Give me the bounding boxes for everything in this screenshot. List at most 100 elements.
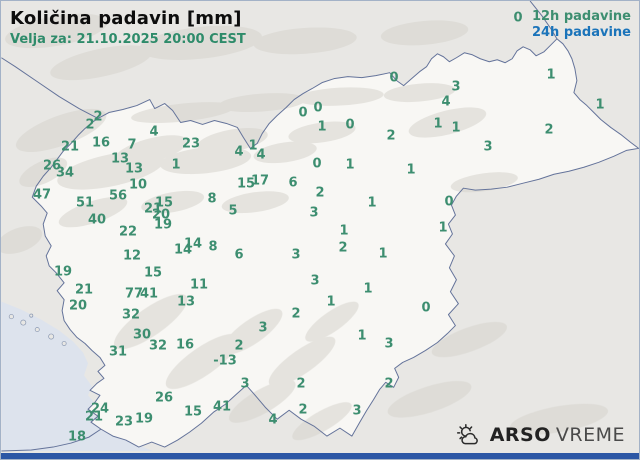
station-value: 2: [298, 402, 308, 418]
station-value: 19: [153, 217, 173, 233]
brand-vreme: VREME: [555, 424, 625, 446]
station-value: 1: [367, 195, 377, 211]
station-value: 1: [339, 223, 349, 239]
station-value: 1: [248, 138, 258, 154]
station-value: 2: [386, 128, 396, 144]
station-value: 1: [357, 328, 367, 344]
station-value: 6: [234, 247, 244, 263]
station-value: 30: [132, 327, 152, 343]
station-value: 22: [118, 224, 138, 240]
station-value: 19: [53, 264, 73, 280]
station-value: 41: [139, 286, 159, 302]
legend-24h-toggle[interactable]: 24h padavine: [531, 25, 631, 40]
map-header: Količina padavin [mm] Velja za: 21.10.20…: [10, 8, 246, 47]
station-value: 41: [212, 399, 232, 415]
station-value: 1: [326, 294, 336, 310]
sun-cloud-icon: [456, 423, 478, 445]
station-value: 0: [421, 300, 431, 316]
station-value: 0: [345, 117, 355, 133]
station-value: 1: [345, 157, 355, 173]
station-value: 3: [291, 247, 301, 263]
station-value: 18: [67, 429, 87, 445]
station-value: 8: [208, 239, 218, 255]
station-value: 0: [513, 10, 523, 26]
station-value: 3: [310, 273, 320, 289]
station-value: 1: [433, 116, 443, 132]
station-value: 1: [595, 97, 605, 113]
brand-text: ARSO VREME: [490, 424, 625, 446]
station-value: 15: [143, 265, 163, 281]
country-borders: [1, 1, 639, 452]
station-value: 2: [234, 338, 244, 354]
station-value: 1: [451, 120, 461, 136]
legend-12h-toggle[interactable]: 12h padavine: [531, 9, 631, 24]
station-value: 1: [438, 220, 448, 236]
station-value: 3: [309, 205, 319, 221]
station-value: 0: [313, 100, 323, 116]
lagoon-islets: [8, 313, 67, 346]
station-value: 4: [149, 124, 159, 140]
station-value: 1: [406, 162, 416, 178]
station-value: 19: [134, 411, 154, 427]
station-value: 26: [42, 158, 62, 174]
border-italy-austria: [1, 57, 99, 119]
station-value: 17: [250, 173, 270, 189]
border-austria-hungary: [529, 1, 558, 40]
page-title: Količina padavin [mm]: [10, 8, 242, 29]
station-value: 2: [338, 240, 348, 256]
bottom-accent-bar: [1, 453, 639, 459]
station-value: 0: [444, 194, 454, 210]
station-value: -13: [213, 353, 237, 369]
station-value: 1: [378, 246, 388, 262]
station-value: 0: [389, 70, 399, 86]
station-value: 5: [228, 203, 238, 219]
station-value: 13: [124, 161, 144, 177]
terrain-shading: [1, 13, 609, 441]
station-value: 4: [268, 412, 278, 428]
brand-arso: ARSO: [489, 424, 551, 446]
station-value: 2: [315, 185, 325, 201]
station-value: 24: [90, 401, 110, 417]
station-value: 23: [114, 414, 134, 430]
station-value: 14: [173, 242, 193, 258]
station-value: 12: [122, 248, 142, 264]
station-value: 31: [108, 344, 128, 360]
arso-vreme-logo: ARSO VREME: [455, 422, 625, 448]
station-value: 6: [288, 175, 298, 191]
station-value: 21: [60, 139, 80, 155]
station-value: 47: [32, 187, 52, 203]
station-value: 14: [183, 236, 203, 252]
station-value: 2: [291, 306, 301, 322]
station-value: 10: [128, 177, 148, 193]
station-value: 16: [175, 337, 195, 353]
station-value: 1: [171, 157, 181, 173]
station-value: 56: [108, 188, 128, 204]
station-value: 3: [483, 139, 493, 155]
station-value: 1: [317, 119, 327, 135]
station-value: 4: [441, 94, 451, 110]
station-value: 2: [93, 109, 103, 125]
station-value: 21: [143, 201, 163, 217]
station-value: 77: [124, 286, 144, 302]
station-value: 4: [234, 144, 244, 160]
station-value: 20: [68, 298, 88, 314]
station-value: 21: [74, 282, 94, 298]
station-value: 2: [296, 376, 306, 392]
station-value: 1: [363, 281, 373, 297]
station-value: 0: [298, 105, 308, 121]
station-value: 0: [312, 156, 322, 172]
station-value: 7: [127, 137, 137, 153]
station-value: 13: [110, 151, 130, 167]
station-value: 15: [154, 195, 174, 211]
station-value: 2: [384, 376, 394, 392]
sea-area: [1, 301, 153, 452]
layer-legend: 12h padavine 24h padavine: [532, 9, 631, 41]
station-value: 51: [75, 195, 95, 211]
station-value: 8: [207, 191, 217, 207]
station-value: 2: [544, 122, 554, 138]
station-value: 23: [181, 136, 201, 152]
station-value: 3: [451, 79, 461, 95]
valid-time-label: Velja za: 21.10.2025 20:00 CEST: [10, 32, 246, 47]
